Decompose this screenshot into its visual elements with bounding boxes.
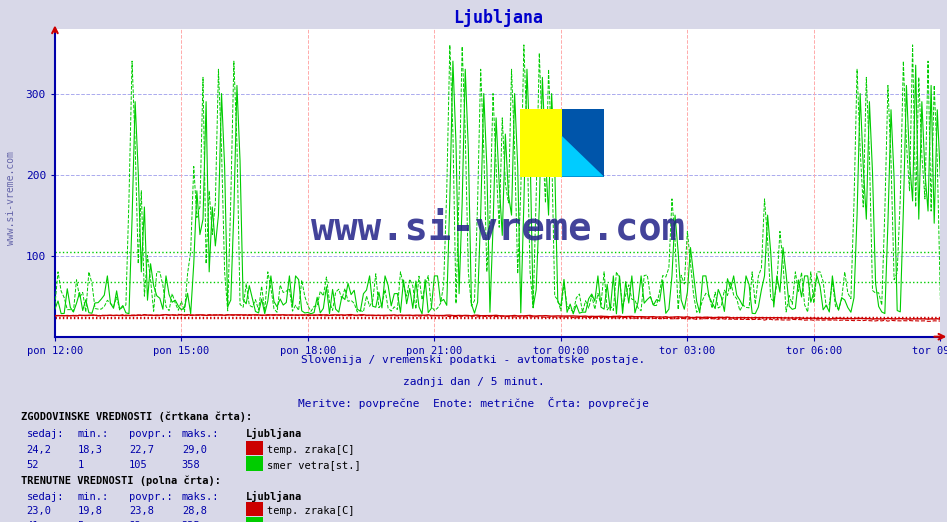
Text: temp. zraka[C]: temp. zraka[C] [267, 445, 354, 455]
Text: maks.:: maks.: [182, 492, 220, 502]
Text: povpr.:: povpr.: [129, 430, 172, 440]
Text: maks.:: maks.: [182, 430, 220, 440]
Text: Meritve: povprečne  Enote: metrične  Črta: povprečje: Meritve: povprečne Enote: metrične Črta:… [298, 397, 649, 409]
Text: 28,8: 28,8 [182, 506, 206, 516]
Text: 358: 358 [182, 460, 201, 470]
Text: 18,3: 18,3 [78, 445, 102, 455]
Text: 335: 335 [182, 521, 201, 522]
Text: min.:: min.: [78, 492, 109, 502]
Text: 23,8: 23,8 [129, 506, 153, 516]
Text: 23,0: 23,0 [27, 506, 51, 516]
Text: ZGODOVINSKE VREDNOSTI (črtkana črta):: ZGODOVINSKE VREDNOSTI (črtkana črta): [21, 412, 252, 422]
Text: smer vetra[st.]: smer vetra[st.] [267, 521, 361, 522]
Text: min.:: min.: [78, 430, 109, 440]
Text: www.si-vreme.com: www.si-vreme.com [7, 151, 16, 245]
Text: sedaj:: sedaj: [27, 430, 64, 440]
Text: 105: 105 [129, 460, 148, 470]
Text: Ljubljana: Ljubljana [246, 429, 302, 440]
Text: 19,8: 19,8 [78, 506, 102, 516]
Text: sedaj:: sedaj: [27, 492, 64, 502]
Text: temp. zraka[C]: temp. zraka[C] [267, 506, 354, 516]
Text: 41: 41 [27, 521, 39, 522]
Text: zadnji dan / 5 minut.: zadnji dan / 5 minut. [402, 377, 545, 387]
Text: Ljubljana: Ljubljana [246, 491, 302, 502]
Text: smer vetra[st.]: smer vetra[st.] [267, 460, 361, 470]
Text: 29,0: 29,0 [182, 445, 206, 455]
Text: povpr.:: povpr.: [129, 492, 172, 502]
Polygon shape [562, 109, 604, 176]
Polygon shape [520, 109, 562, 176]
Text: 68: 68 [129, 521, 141, 522]
Text: www.si-vreme.com: www.si-vreme.com [311, 210, 685, 248]
Text: 52: 52 [27, 460, 39, 470]
Text: 5: 5 [78, 521, 84, 522]
Polygon shape [562, 136, 604, 176]
Text: 22,7: 22,7 [129, 445, 153, 455]
Text: TRENUTNE VREDNOSTI (polna črta):: TRENUTNE VREDNOSTI (polna črta): [21, 476, 221, 486]
Text: 24,2: 24,2 [27, 445, 51, 455]
Text: 1: 1 [78, 460, 84, 470]
Text: Slovenija / vremenski podatki - avtomatske postaje.: Slovenija / vremenski podatki - avtomats… [301, 355, 646, 365]
Title: Ljubljana: Ljubljana [453, 9, 543, 27]
